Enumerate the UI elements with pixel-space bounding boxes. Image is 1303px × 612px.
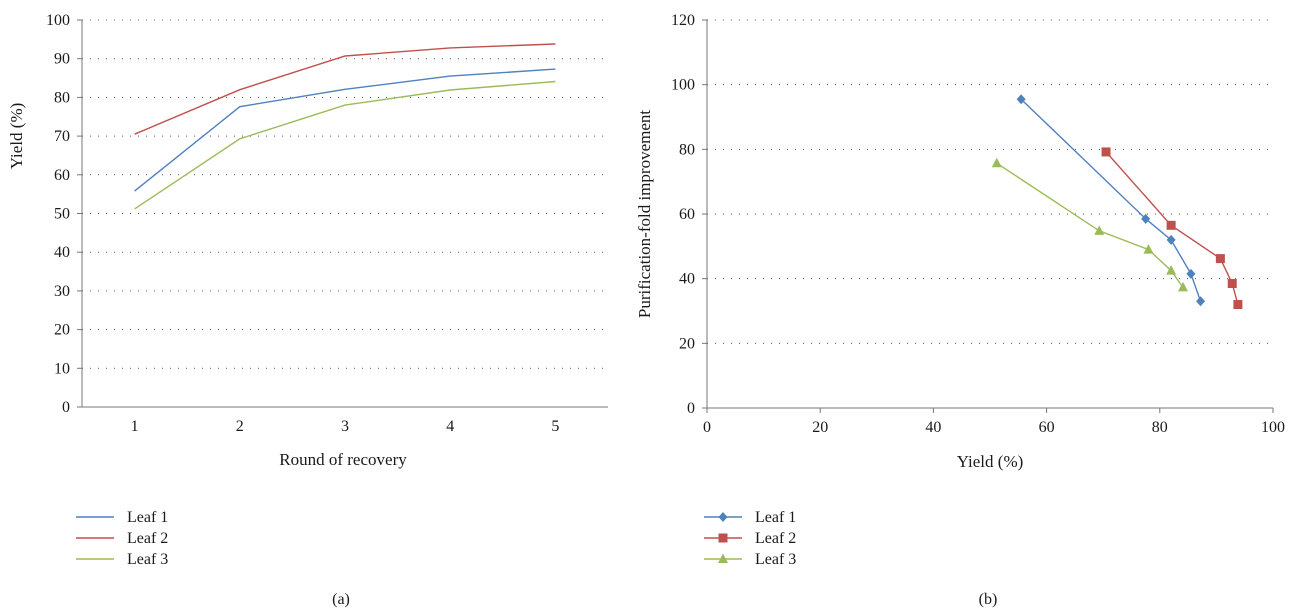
panel-b-point-1	[1141, 213, 1151, 224]
panel-a-ytick-label: 30	[54, 283, 70, 300]
panel-b-point-2	[1215, 254, 1225, 264]
panel-b-ytick-label: 120	[671, 12, 695, 29]
panel-a-ytick-label: 10	[54, 360, 70, 377]
panel-b-point-3	[1166, 265, 1177, 275]
panel-a-ytick-label: 70	[54, 128, 70, 145]
panel-a-xlabel: Round of recovery	[279, 450, 407, 469]
panel-a-ytick-label: 90	[54, 51, 70, 68]
panel-b-ytick-label: 100	[671, 77, 695, 94]
panel-b-point-1	[1016, 94, 1026, 105]
panel-a-ytick-label: 20	[54, 322, 70, 339]
panel-a-ylabel: Yield (%)	[7, 103, 26, 170]
panel-a-ytick-label: 100	[46, 12, 70, 29]
panel-a-ytick-label: 0	[62, 399, 70, 416]
panel-b-legend-marker-1	[718, 512, 728, 522]
panel-b-ytick-label: 60	[679, 206, 695, 223]
panel-a-series-line-1	[134, 68, 556, 192]
panel-b-point-2	[1233, 300, 1243, 310]
panel-b-legend-label: Leaf 1	[755, 509, 796, 526]
panel-a-xtick-label: 4	[446, 418, 454, 435]
panel-a-xtick-label: 2	[236, 418, 244, 435]
panel-b-xtick-label: 100	[1261, 419, 1285, 436]
panel-a-legend-label: Leaf 1	[127, 509, 168, 526]
panel-a-series-line-3	[134, 80, 556, 210]
panel-a-ytick-label: 50	[54, 206, 70, 223]
panel-b-xtick-label: 0	[703, 419, 711, 436]
panel-b-series-line-3	[996, 162, 1184, 288]
panel-b-ytick-label: 20	[679, 335, 695, 352]
panel-b-legend-marker-2	[718, 533, 728, 543]
panel-b-legend-marker-3	[718, 553, 728, 563]
panel-b-point-3	[1143, 244, 1154, 254]
panel-b-point-1	[1196, 296, 1206, 307]
panel-b-xtick-label: 60	[1039, 419, 1055, 436]
panel-b-ylabel: Purification-fold improvement	[635, 110, 654, 318]
panel-a-ytick-label: 80	[54, 89, 70, 106]
panel-b-xtick-label: 20	[812, 419, 828, 436]
panel-b-point-1	[1186, 268, 1196, 279]
panel-b-point-3	[1178, 281, 1189, 292]
panel-b-legend-label: Leaf 2	[755, 530, 796, 547]
panel-b-point-2	[1101, 147, 1111, 157]
panel-b-point-3	[1094, 225, 1105, 235]
panel-a-label: (a)	[332, 591, 350, 608]
panel-a-legend-label: Leaf 3	[127, 551, 168, 568]
panel-b-xlabel: Yield (%)	[957, 452, 1024, 471]
panel-b-ytick-label: 0	[687, 400, 695, 417]
panel-b-point-2	[1227, 279, 1237, 289]
panel-b-point-2	[1166, 220, 1176, 230]
panel-b-point-3	[991, 157, 1002, 168]
panel-b-xtick-label: 40	[925, 419, 941, 436]
panel-b-point-1	[1166, 234, 1176, 245]
panel-a-series-line-2	[134, 43, 556, 135]
panel-b-xtick-label: 80	[1152, 419, 1168, 436]
panel-a-legend-label: Leaf 2	[127, 530, 168, 547]
panel-b-ytick-label: 40	[679, 271, 695, 288]
panel-a-line-chart: Yield (%) Round of recovery (a) 0 10 20 30 4…	[7, 12, 608, 608]
panel-b-label: (b)	[979, 591, 998, 608]
panel-b-legend-label: Leaf 3	[755, 551, 796, 568]
panel-b-ytick-label: 80	[679, 141, 695, 158]
panel-b-scatter-chart: Purification-fold improvement Yield (%) …	[635, 12, 1285, 608]
panel-a-xtick-label: 5	[551, 418, 559, 435]
panel-a-xtick-label: 1	[131, 418, 139, 435]
panel-a-xtick-label: 3	[341, 418, 349, 435]
panel-a-ytick-label: 40	[54, 244, 70, 261]
panel-a-ytick-label: 60	[54, 167, 70, 184]
